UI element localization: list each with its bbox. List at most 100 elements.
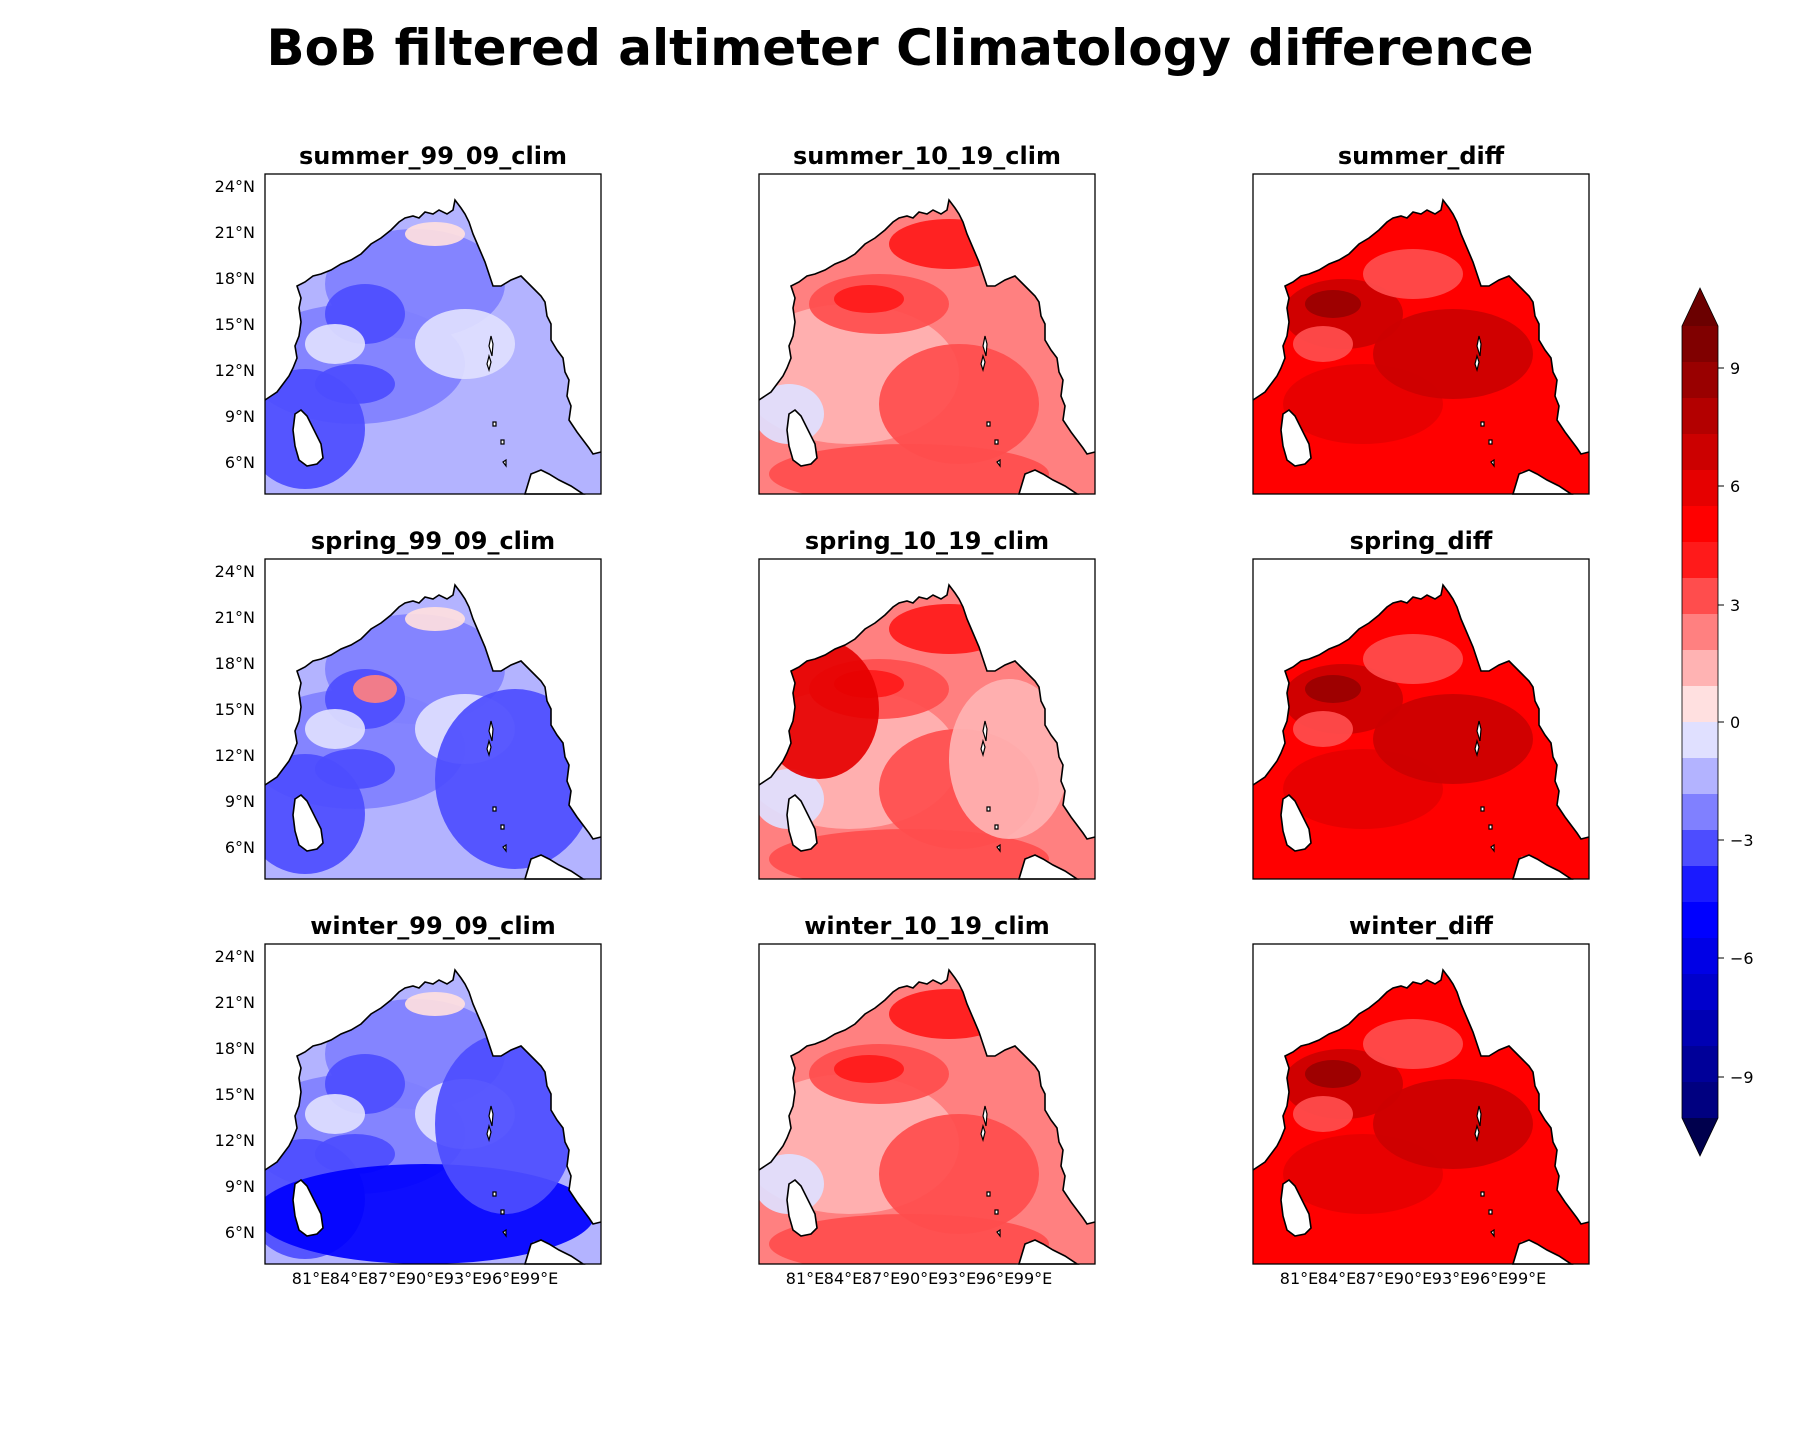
lat-tick-label: 18°N — [215, 269, 255, 288]
andaman-island — [996, 458, 1001, 468]
andaman-island — [500, 824, 505, 830]
andaman-island — [492, 1191, 497, 1197]
sri-lanka-landmass — [1280, 1178, 1312, 1237]
andaman-island — [1488, 1209, 1493, 1215]
andaman-island — [1476, 720, 1482, 742]
malay-peninsula-landmass — [523, 854, 586, 880]
andaman-island — [1480, 1191, 1485, 1197]
map-panel-spring_10_19: spring_10_19_clim — [758, 527, 1096, 880]
lon-tick-label: 81°E — [786, 1269, 824, 1288]
lat-tick-label: 6°N — [225, 453, 255, 472]
coastline — [264, 198, 602, 455]
lon-tick-label: 84°E — [1318, 1269, 1356, 1288]
colorbar-segment — [1682, 758, 1718, 795]
colorbar-segment — [1682, 578, 1718, 615]
panel-title: winter_99_09_clim — [310, 912, 556, 940]
coastline — [1252, 968, 1590, 1225]
colorbar-segment — [1682, 542, 1718, 579]
malay-peninsula-landmass — [1511, 1239, 1574, 1265]
sri-lanka-landmass — [1280, 793, 1312, 852]
lon-tick-label: 81°E — [1280, 1269, 1318, 1288]
andaman-island — [1474, 1123, 1480, 1143]
colorbar-segment — [1682, 434, 1718, 471]
andaman-island — [502, 458, 507, 468]
lon-tick-label: 99°E — [1508, 1269, 1546, 1288]
colorbar-segment — [1682, 722, 1718, 759]
panel-title: summer_diff — [1338, 142, 1505, 170]
colorbar-tick-label: 3 — [1730, 596, 1740, 615]
colorbar-outline — [1681, 287, 1719, 1157]
malay-peninsula-landmass — [523, 469, 586, 495]
lon-tick-label: 90°E — [1394, 1269, 1432, 1288]
lon-tick-label: 90°E — [406, 1269, 444, 1288]
andaman-island — [1476, 1105, 1482, 1127]
lon-tick-label: 87°E — [1356, 1269, 1394, 1288]
colorbar-segment — [1682, 974, 1718, 1011]
lon-tick-label: 81°E — [292, 1269, 330, 1288]
andaman-island — [980, 1123, 986, 1143]
andaman-island — [980, 738, 986, 758]
coastline — [758, 968, 1096, 1225]
lat-tick-label: 21°N — [215, 608, 255, 627]
lon-tick-label: 93°E — [938, 1269, 976, 1288]
colorbar-segment — [1682, 938, 1718, 975]
malay-peninsula-landmass — [1511, 854, 1574, 880]
map-frame — [1252, 558, 1590, 880]
map-frame — [1252, 173, 1590, 495]
lat-tick-label: 9°N — [225, 792, 255, 811]
coastline — [758, 198, 1096, 455]
lon-tick-label: 84°E — [824, 1269, 862, 1288]
andaman-island — [486, 738, 492, 758]
colorbar-segment — [1682, 470, 1718, 507]
andaman-island — [1474, 738, 1480, 758]
andaman-island — [488, 1105, 494, 1127]
malay-peninsula-landmass — [1511, 469, 1574, 495]
lon-tick-label: 84°E — [330, 1269, 368, 1288]
panel-title: winter_diff — [1349, 912, 1493, 940]
andaman-island — [986, 1191, 991, 1197]
lat-tick-label: 21°N — [215, 223, 255, 242]
andaman-island — [500, 1209, 505, 1215]
colorbar-tick-label: 9 — [1730, 359, 1740, 378]
map-frame — [758, 173, 1096, 495]
andaman-island — [1488, 439, 1493, 445]
andaman-island — [996, 843, 1001, 853]
andaman-island — [488, 335, 494, 357]
contour-field — [265, 970, 601, 1264]
andaman-island — [994, 439, 999, 445]
panel-title: summer_10_19_clim — [793, 142, 1061, 170]
colorbar-segment — [1682, 650, 1718, 687]
andaman-island — [986, 421, 991, 427]
map-panel-winter_10_19: winter_10_19_clim 81°E 84°E 87°E 90°E 93°E 96°… — [758, 912, 1096, 1288]
andaman-island — [1480, 806, 1485, 812]
andaman-island — [500, 439, 505, 445]
map-panel-winter_99_09: winter_99_09_clim 24°N 21°N 18°N 15°N 12°N 9°N… — [215, 912, 602, 1288]
andaman-island — [502, 843, 507, 853]
colorbar-segment — [1682, 1046, 1718, 1083]
panel-title: winter_10_19_clim — [804, 912, 1050, 940]
map-frame — [264, 173, 602, 495]
colorbar-tick-label: −9 — [1730, 1068, 1754, 1087]
map-frame — [264, 558, 602, 880]
panels: summer_99_09_clim 24°N 21°N 18°N 15°N 12°N 9°N… — [215, 142, 1590, 1288]
colorbar-segment — [1682, 866, 1718, 903]
coastline — [758, 583, 1096, 840]
sri-lanka-landmass — [786, 793, 818, 852]
lon-tick-label: 93°E — [444, 1269, 482, 1288]
panel-title: spring_10_19_clim — [805, 527, 1049, 555]
colorbar-segment — [1682, 1010, 1718, 1047]
colorbar-segment — [1682, 830, 1718, 867]
lon-tick-label: 96°E — [482, 1269, 520, 1288]
malay-peninsula-landmass — [1017, 1239, 1080, 1265]
coastline — [1252, 198, 1590, 455]
figure-title: BoB filtered altimeter Climatology diffe… — [267, 19, 1534, 77]
andaman-island — [1480, 421, 1485, 427]
andaman-island — [502, 1228, 507, 1238]
lon-tick-label: 96°E — [1470, 1269, 1508, 1288]
lon-tick-label: 96°E — [976, 1269, 1014, 1288]
colorbar-extend-min — [1682, 1118, 1718, 1156]
malay-peninsula-landmass — [523, 1239, 586, 1265]
andaman-island — [486, 1123, 492, 1143]
map-panel-summer_diff: summer_diff — [1252, 142, 1590, 495]
andaman-island — [982, 1105, 988, 1127]
